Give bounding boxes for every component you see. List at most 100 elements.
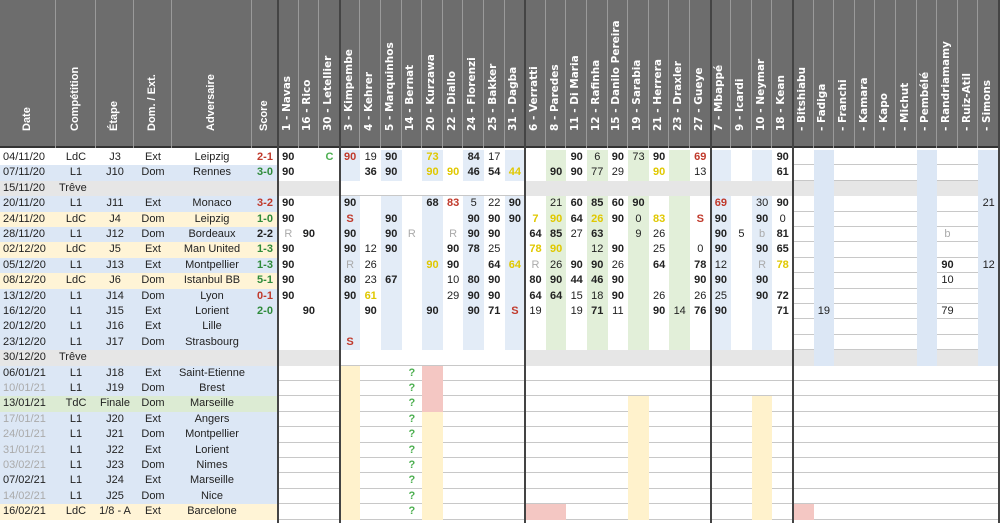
player-cell	[710, 350, 732, 366]
player-cell	[793, 319, 814, 334]
player-cell	[463, 473, 484, 488]
player-header: - Michut	[896, 0, 917, 148]
cell-venue: Ext	[145, 243, 161, 256]
player-cell	[422, 350, 443, 365]
player-header: 25 - Bakker	[484, 0, 505, 148]
cell-opp: Barcelone	[187, 505, 237, 518]
player-cell: 80	[463, 273, 484, 289]
player-cell	[381, 181, 402, 196]
player-cell	[381, 458, 402, 473]
player-cell: 90	[442, 257, 464, 274]
player-cell	[422, 396, 443, 412]
player-cell	[731, 396, 752, 411]
player-cell	[751, 442, 773, 458]
player-cell	[793, 212, 814, 227]
player-cell	[649, 396, 670, 411]
table-row[interactable]: 20/12/20 L1 J16 Ext Lille	[0, 319, 1000, 335]
cell-score: 1-3	[257, 258, 273, 271]
table-row[interactable]: 06/01/21 L1 J18 Ext Saint-Etienne?	[0, 365, 1000, 381]
table-row[interactable]: 24/01/21 L1 J21 Dom Montpellier?	[0, 427, 1000, 443]
table-row[interactable]: 04/11/20 LdC J3 Ext Leipzig 2-1 90 C 90 19 90 73 84 1…	[0, 150, 1000, 166]
table-row[interactable]: 05/12/20 L1 J13 Ext Montpellier 1-3 90 R 26 90 90 6…	[0, 257, 1000, 274]
player-cell	[690, 350, 711, 366]
table-row[interactable]: 16/02/21 LdC 1/8 - A Ext Barcelone?	[0, 504, 1000, 520]
player-cell	[669, 381, 690, 396]
player-cell: 26	[607, 257, 629, 274]
player-cell	[958, 273, 979, 288]
player-cell: 12	[978, 257, 999, 274]
cell-date: 06/01/21	[3, 366, 46, 379]
player-cell	[875, 319, 896, 334]
table-row[interactable]: 13/01/21 TdC Finale Dom Marseille?	[0, 396, 1000, 412]
player-cell	[587, 381, 608, 396]
player-cell	[340, 350, 361, 365]
player-cell	[834, 165, 855, 180]
player-cell	[463, 334, 484, 351]
cell-opp: Leipzig	[194, 212, 230, 225]
player-cell	[875, 150, 896, 165]
player-cell: 63	[587, 227, 608, 243]
cell-score	[252, 412, 278, 427]
cell-stage: J20	[106, 412, 124, 425]
cell-comp: LdC	[65, 243, 87, 256]
player-cell	[319, 288, 340, 304]
table-row[interactable]: 31/01/21 L1 J22 Ext Lorient?	[0, 442, 1000, 458]
player-cell	[793, 258, 814, 273]
cell-comp: L1	[69, 412, 83, 425]
player-cell	[608, 396, 629, 411]
player-cell: 19	[360, 150, 381, 166]
table-row[interactable]: 15/11/20 Trêve	[0, 180, 1000, 197]
player-cell	[793, 396, 814, 411]
table-row[interactable]: 07/02/21 L1 J24 Ext Marseille?	[0, 473, 1000, 489]
table-row[interactable]: 17/01/21 L1 J20 Ext Angers?	[0, 411, 1000, 428]
table-row[interactable]: 08/12/20 LdC J6 Dom Istanbul BB 5-1 90 80 23 67 10…	[0, 273, 1000, 289]
cell-venue: Ext	[145, 258, 161, 271]
player-cell	[896, 443, 917, 458]
table-row[interactable]: 24/11/20 LdC J4 Dom Leipzig 1-0 90 S 90 90 90 90 7 90…	[0, 211, 1000, 227]
header-adversaire: Adversaire	[172, 0, 252, 148]
table-row[interactable]: 30/12/20 Trêve	[0, 350, 1000, 366]
player-cell	[937, 443, 958, 458]
player-cell	[793, 242, 814, 257]
player-cell	[710, 150, 732, 166]
table-row[interactable]: 23/12/20 L1 J17 Dom Strasbourg S	[0, 334, 1000, 351]
player-cell	[958, 443, 979, 458]
player-cell	[649, 427, 670, 442]
table-row[interactable]: 20/11/20 L1 J11 Ext Monaco 3-2 90 90 68 83 5 22 90 21…	[0, 196, 1000, 212]
player-cell: 26	[360, 257, 381, 274]
player-cell	[813, 350, 835, 366]
cell-stage: J17	[106, 335, 124, 348]
table-row[interactable]: 16/12/20 L1 J15 Ext Lorient 2-0 90 90 90 90 71 S 19 1…	[0, 304, 1000, 320]
player-cell	[772, 319, 793, 335]
table-row[interactable]: 13/12/20 L1 J14 Dom Lyon 0-1 90 90 61 29 90 90 64 64 1…	[0, 288, 1000, 304]
player-cell	[937, 458, 958, 473]
player-cell	[319, 504, 340, 519]
player-cell	[443, 504, 464, 519]
player-cell	[319, 304, 340, 320]
table-row[interactable]: 10/01/21 L1 J19 Dom Brest?	[0, 381, 1000, 397]
player-cell	[546, 381, 567, 396]
player-cell	[608, 412, 629, 427]
table-row[interactable]: 14/02/21 L1 J25 Dom Nice?	[0, 488, 1000, 505]
player-cell	[608, 473, 629, 488]
player-cell	[525, 396, 546, 411]
table-row[interactable]: 28/11/20 L1 J12 Dom Bordeaux 2-2 R 90 90 90 R R 90 90…	[0, 227, 1000, 243]
cell-venue: Dom	[141, 166, 165, 179]
player-cell	[690, 381, 711, 396]
player-cell: 26	[690, 288, 711, 304]
player-cell	[278, 334, 299, 351]
player-cell	[443, 489, 464, 504]
player-cell	[628, 381, 649, 396]
player-cell	[669, 165, 690, 181]
table-row[interactable]: 02/12/20 LdC J5 Ext Man United 1-3 90 90 12 90 90 7…	[0, 242, 1000, 258]
player-cell: 90	[566, 150, 587, 166]
cell-stage: J4	[109, 212, 121, 225]
player-cell	[525, 489, 546, 504]
table-row[interactable]: 03/02/21 L1 J23 Dom Nimes?	[0, 458, 1000, 474]
table-row[interactable]: 07/11/20 L1 J10 Dom Rennes 3-0 90 36 90 90 90 46 54 4…	[0, 165, 1000, 181]
player-cell	[669, 288, 690, 304]
row-info-bg	[0, 150, 278, 166]
player-cell	[690, 504, 711, 519]
player-cell	[916, 257, 938, 274]
player-cell	[958, 196, 979, 211]
